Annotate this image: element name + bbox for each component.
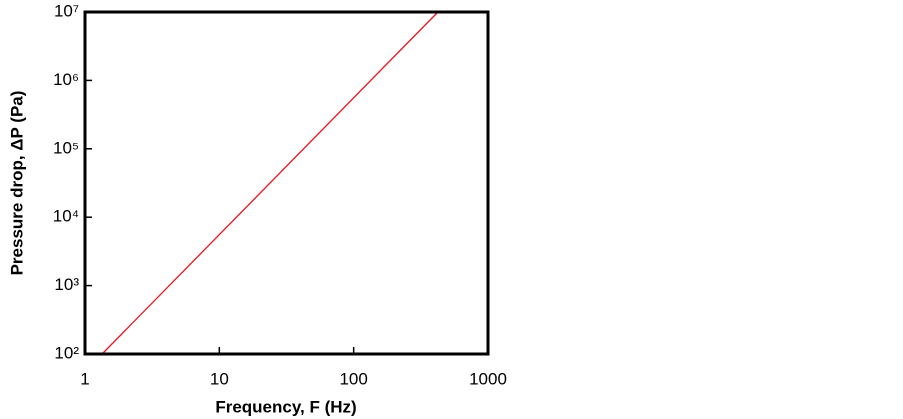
y-tick-label: 10⁵ bbox=[53, 138, 79, 157]
plot-frame bbox=[83, 10, 490, 356]
data-line bbox=[101, 11, 439, 355]
x-tick-label: 1 bbox=[80, 369, 89, 388]
x-axis-title: Frequency, F (Hz) bbox=[215, 397, 356, 416]
y-tick-label: 10⁶ bbox=[53, 70, 79, 89]
y-tick-label: 10³ bbox=[54, 275, 79, 294]
y-tick-label: 10² bbox=[54, 343, 79, 362]
x-tick-label: 100 bbox=[339, 369, 367, 388]
x-tick-label: 1000 bbox=[469, 369, 507, 388]
y-axis-title: Pressure drop, ΔP (Pa) bbox=[7, 91, 26, 276]
x-tick-label: 10 bbox=[210, 369, 229, 388]
y-tick-label: 10⁷ bbox=[54, 1, 79, 20]
y-tick-label: 10⁴ bbox=[53, 207, 79, 226]
